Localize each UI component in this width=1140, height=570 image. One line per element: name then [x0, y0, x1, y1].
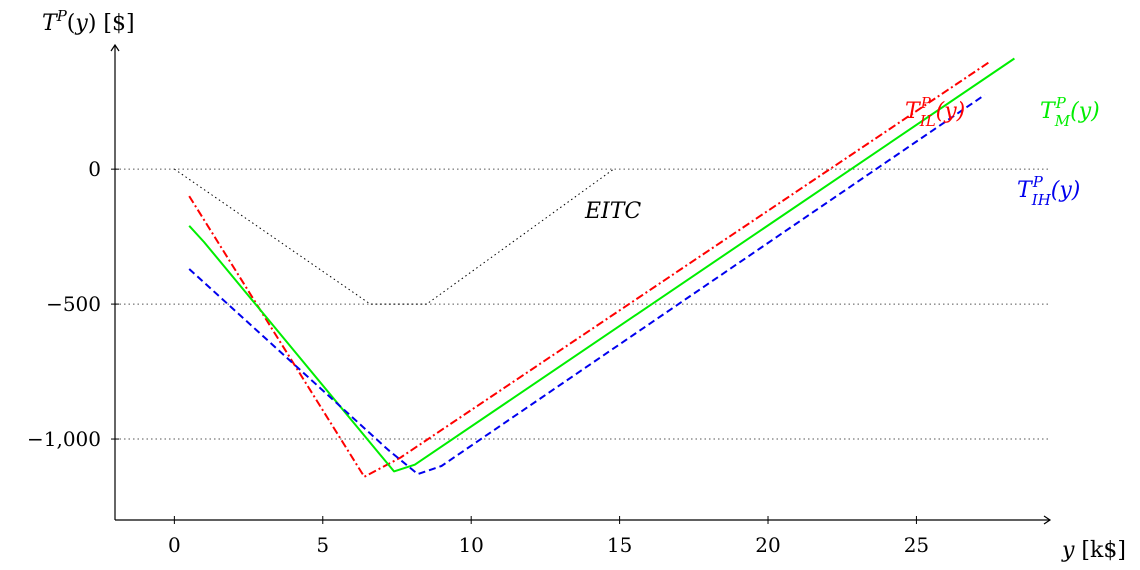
- x-tick-label-0: 0: [168, 533, 181, 557]
- x-tick-label-4: 20: [755, 533, 780, 557]
- y-axis-title: TP(y) [$]: [42, 7, 135, 36]
- series-label-tm: TP M(y): [1040, 94, 1100, 130]
- series-lines: [174, 57, 1015, 478]
- x-tick-label-5: 25: [904, 533, 929, 557]
- y-tick-label-2: −1,000: [27, 427, 101, 451]
- x-axis-title: y [k$]: [1061, 538, 1126, 563]
- series-label-tih: TP IH(y): [1017, 173, 1080, 209]
- axes: [110, 43, 1052, 525]
- y-tick-label-0: 0: [88, 157, 101, 181]
- x-tick-label-3: 15: [607, 533, 632, 557]
- series-line-eitc: [174, 168, 614, 305]
- y-axis-arrow: [110, 43, 120, 52]
- ticks: 0 5 10 15 20 25 0 −500 −1,000: [27, 157, 929, 557]
- series-label-til: TP IL(y): [905, 94, 965, 130]
- y-tick-label-1: −500: [46, 292, 101, 316]
- series-line-tih: [188, 94, 986, 476]
- gridlines: [115, 168, 1050, 440]
- x-tick-label-1: 5: [316, 533, 329, 557]
- series-line-til: [188, 60, 992, 478]
- series-line-tm: [188, 57, 1015, 473]
- x-axis-arrow: [1043, 515, 1052, 525]
- series-label-eitc: EITC: [584, 199, 641, 224]
- x-tick-label-2: 10: [458, 533, 483, 557]
